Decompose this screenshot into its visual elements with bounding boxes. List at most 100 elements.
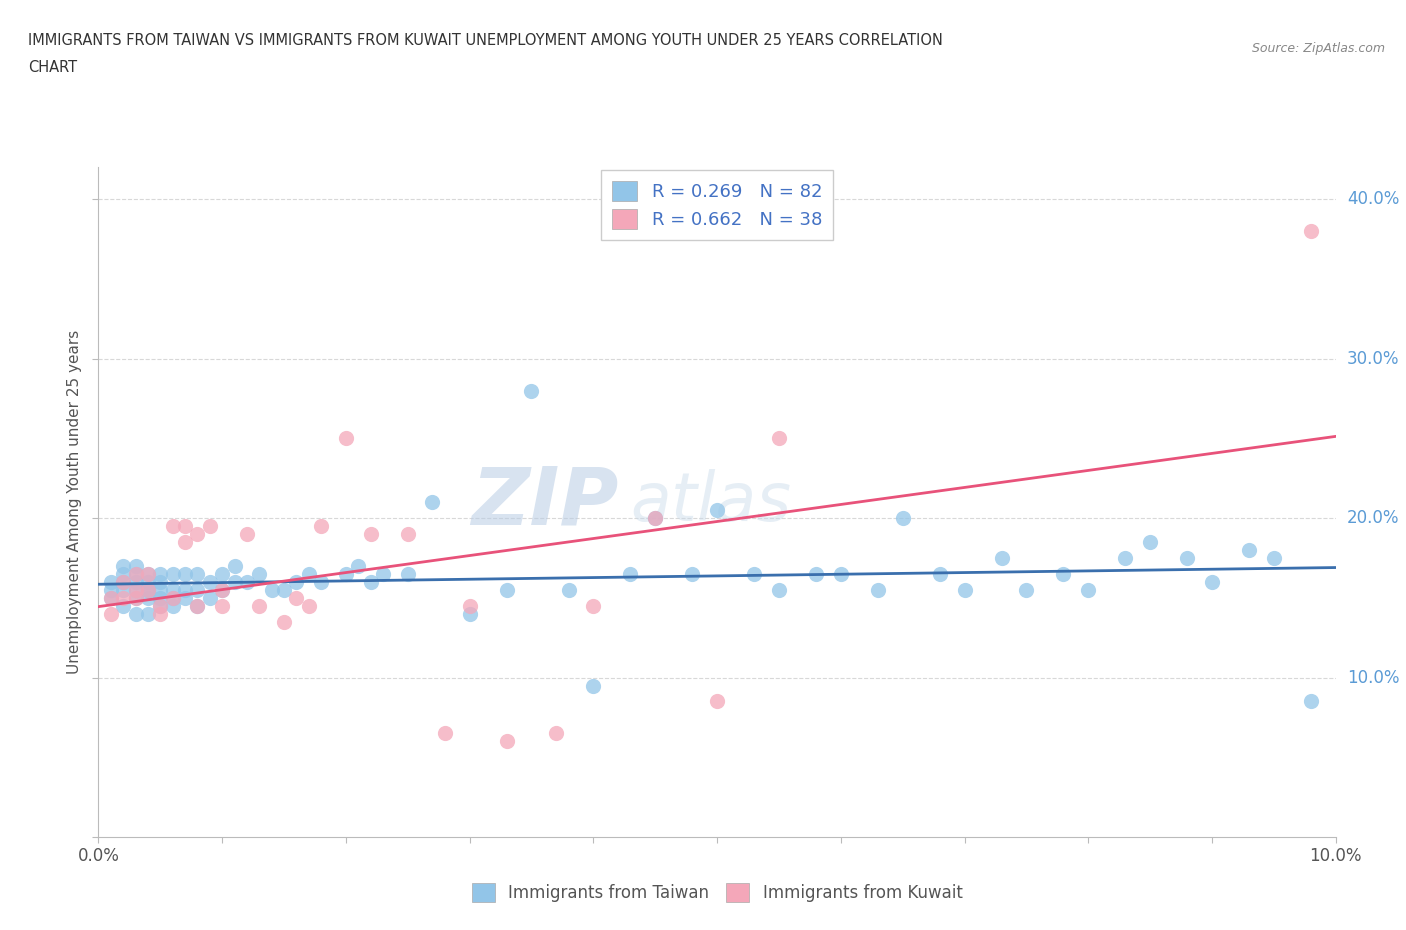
Point xyxy=(211,582,233,597)
Point xyxy=(136,606,159,621)
Text: Source: ZipAtlas.com: Source: ZipAtlas.com xyxy=(1251,42,1385,55)
Point xyxy=(124,591,146,605)
Point xyxy=(112,598,135,613)
Point xyxy=(162,598,184,613)
Point xyxy=(273,615,295,630)
Point xyxy=(236,575,259,590)
Point xyxy=(804,566,827,581)
Point xyxy=(136,591,159,605)
Point xyxy=(520,383,543,398)
Point xyxy=(928,566,950,581)
Point xyxy=(112,575,135,590)
Point xyxy=(298,566,321,581)
Point xyxy=(211,582,233,597)
Point xyxy=(136,566,159,581)
Point xyxy=(198,575,221,590)
Point xyxy=(953,582,976,597)
Point xyxy=(186,582,208,597)
Point xyxy=(247,566,270,581)
Point xyxy=(360,575,382,590)
Point xyxy=(124,582,146,597)
Point xyxy=(149,598,172,613)
Point xyxy=(112,575,135,590)
Point xyxy=(136,582,159,597)
Point xyxy=(742,566,765,581)
Point xyxy=(174,591,197,605)
Point xyxy=(149,575,172,590)
Point xyxy=(260,582,283,597)
Point xyxy=(557,582,579,597)
Point xyxy=(100,591,122,605)
Text: atlas: atlas xyxy=(630,470,792,535)
Point xyxy=(273,582,295,597)
Text: 10.0%: 10.0% xyxy=(1347,669,1399,686)
Point xyxy=(582,678,605,693)
Point xyxy=(124,566,146,581)
Point xyxy=(100,591,122,605)
Point xyxy=(706,503,728,518)
Point xyxy=(112,591,135,605)
Point xyxy=(112,559,135,574)
Point xyxy=(149,566,172,581)
Point xyxy=(186,526,208,541)
Point xyxy=(495,734,517,749)
Point xyxy=(112,582,135,597)
Point xyxy=(136,575,159,590)
Point xyxy=(582,598,605,613)
Point xyxy=(124,606,146,621)
Point xyxy=(1052,566,1074,581)
Legend: Immigrants from Taiwan, Immigrants from Kuwait: Immigrants from Taiwan, Immigrants from … xyxy=(465,876,969,909)
Point xyxy=(644,511,666,525)
Text: 20.0%: 20.0% xyxy=(1347,509,1399,527)
Point xyxy=(396,566,419,581)
Point xyxy=(124,575,146,590)
Text: 30.0%: 30.0% xyxy=(1347,350,1399,367)
Point xyxy=(298,598,321,613)
Point xyxy=(224,575,246,590)
Point xyxy=(891,511,914,525)
Text: ZIP: ZIP xyxy=(471,463,619,541)
Point xyxy=(211,566,233,581)
Point xyxy=(285,591,308,605)
Point xyxy=(1263,551,1285,565)
Point xyxy=(149,598,172,613)
Point xyxy=(124,591,146,605)
Point xyxy=(1299,694,1322,709)
Point xyxy=(396,526,419,541)
Point xyxy=(149,591,172,605)
Point xyxy=(162,591,184,605)
Point xyxy=(433,726,456,741)
Point xyxy=(866,582,889,597)
Point xyxy=(1237,542,1260,557)
Point xyxy=(136,582,159,597)
Point xyxy=(174,566,197,581)
Point xyxy=(768,431,790,445)
Point xyxy=(149,606,172,621)
Text: 40.0%: 40.0% xyxy=(1347,191,1399,208)
Point xyxy=(644,511,666,525)
Point xyxy=(124,559,146,574)
Point xyxy=(162,591,184,605)
Point xyxy=(347,559,370,574)
Point xyxy=(1114,551,1136,565)
Point xyxy=(422,495,444,510)
Point xyxy=(174,535,197,550)
Point xyxy=(149,582,172,597)
Point xyxy=(1139,535,1161,550)
Point xyxy=(186,566,208,581)
Point xyxy=(309,519,332,534)
Point xyxy=(124,582,146,597)
Point xyxy=(1015,582,1038,597)
Point xyxy=(124,566,146,581)
Point xyxy=(174,582,197,597)
Point xyxy=(1077,582,1099,597)
Point xyxy=(174,519,197,534)
Point xyxy=(112,566,135,581)
Point xyxy=(619,566,641,581)
Point xyxy=(1299,224,1322,239)
Point xyxy=(100,582,122,597)
Point xyxy=(335,566,357,581)
Point xyxy=(495,582,517,597)
Point xyxy=(224,559,246,574)
Point xyxy=(990,551,1012,565)
